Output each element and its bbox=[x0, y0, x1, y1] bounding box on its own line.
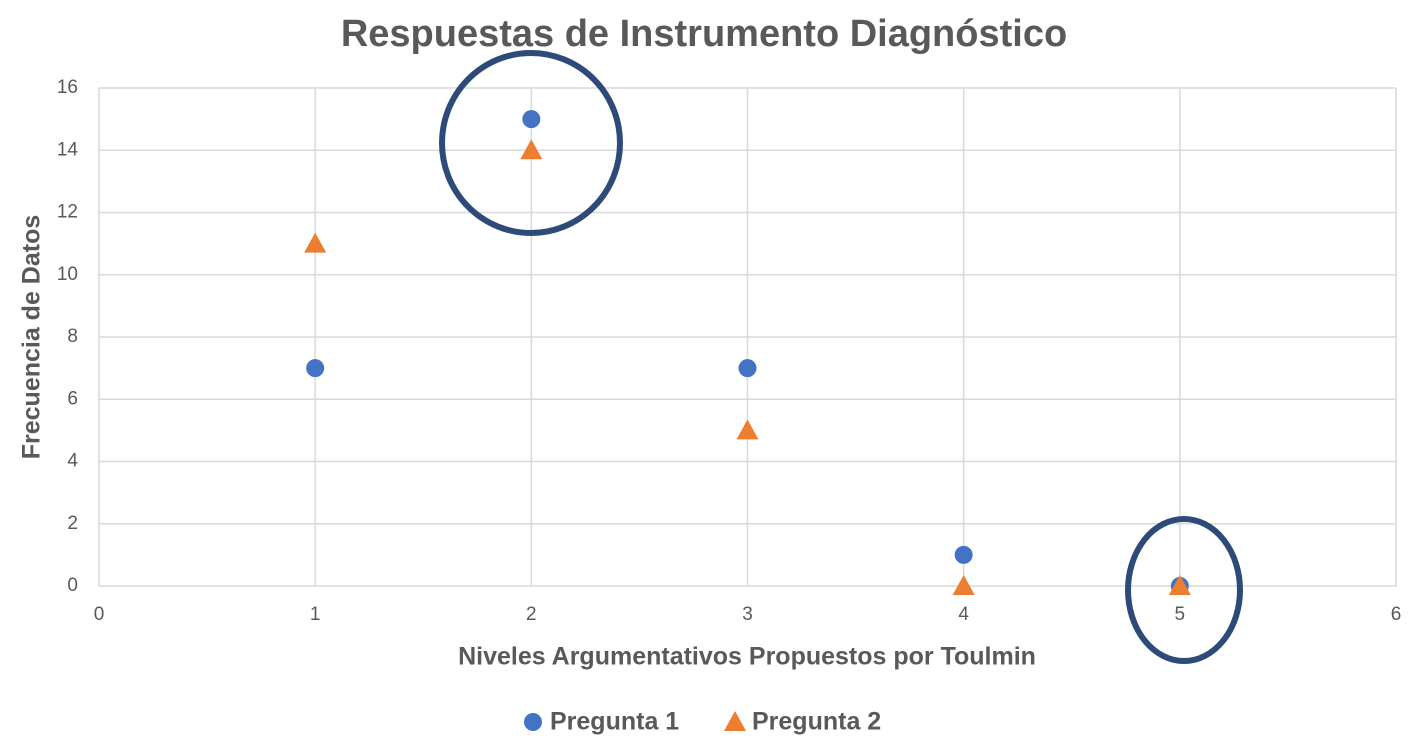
marker bbox=[1168, 575, 1191, 595]
x-tick-label: 6 bbox=[1391, 604, 1402, 625]
y-axis-title: Frecuencia de Datos bbox=[18, 215, 46, 460]
x-tick-label: 2 bbox=[526, 604, 537, 625]
legend-label: Pregunta 1 bbox=[550, 708, 679, 736]
legend-marker bbox=[524, 713, 542, 731]
marker bbox=[952, 575, 975, 595]
y-tick-label: 12 bbox=[57, 202, 78, 223]
y-tick-label: 8 bbox=[67, 326, 78, 347]
y-tick-label: 2 bbox=[67, 513, 78, 534]
y-tick-label: 10 bbox=[57, 264, 78, 285]
highlight-ellipse bbox=[439, 50, 623, 236]
x-tick-label: 1 bbox=[310, 604, 321, 625]
y-tick-label: 0 bbox=[67, 575, 78, 596]
marker bbox=[520, 139, 543, 160]
legend-marker bbox=[724, 711, 746, 731]
marker bbox=[954, 545, 973, 564]
y-tick-label: 14 bbox=[57, 139, 79, 160]
marker bbox=[736, 419, 759, 440]
y-tick-label: 16 bbox=[57, 77, 78, 98]
marker bbox=[306, 359, 325, 378]
x-tick-label: 0 bbox=[94, 604, 105, 625]
marker bbox=[304, 232, 327, 253]
marker bbox=[522, 110, 541, 129]
chart-title: Respuestas de Instrumento Diagnóstico bbox=[341, 13, 1067, 55]
y-tick-label: 4 bbox=[67, 451, 78, 472]
x-tick-label: 5 bbox=[1175, 604, 1186, 625]
y-tick-label: 6 bbox=[67, 388, 78, 409]
highlight-ellipse bbox=[1125, 516, 1243, 664]
legend-item: Pregunta 2 bbox=[724, 708, 881, 736]
x-axis-title: Niveles Argumentativos Propuestos por To… bbox=[458, 643, 1036, 671]
legend-label: Pregunta 2 bbox=[752, 708, 881, 736]
x-tick-label: 3 bbox=[742, 604, 753, 625]
x-tick-label: 4 bbox=[958, 604, 969, 625]
marker bbox=[738, 359, 757, 378]
legend-item: Pregunta 1 bbox=[524, 708, 679, 736]
